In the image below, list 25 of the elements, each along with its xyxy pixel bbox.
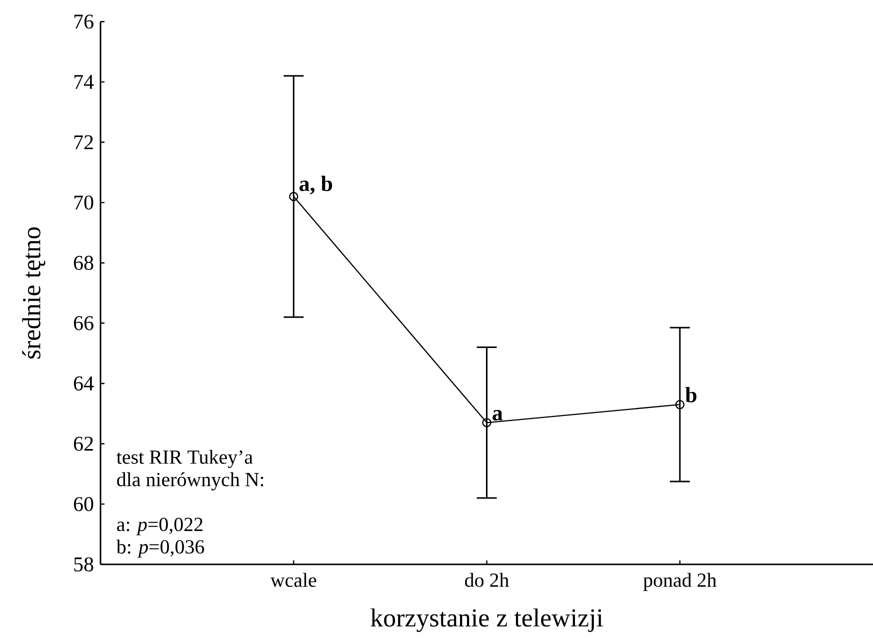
y-tick-label: 76 <box>74 14 94 29</box>
annotation: b <box>685 386 696 402</box>
y-tick-label: 60 <box>74 496 94 512</box>
annotation: a: p=0,022 <box>117 518 202 536</box>
annotation: test RIR Tukey’a <box>116 450 253 468</box>
annotation: a, b <box>300 176 332 194</box>
x-tick-label: do 2h <box>465 572 509 587</box>
y-tick-label: 64 <box>74 376 94 390</box>
annotation: dla nierównych N: <box>117 472 264 490</box>
x-axis-title: korzystanie z telewizji <box>370 608 603 632</box>
x-tick-label: ponad 2h <box>643 572 716 591</box>
y-axis-title: średnie tętno <box>22 227 46 358</box>
y-tick-label: 74 <box>74 74 94 89</box>
y-tick-label: 70 <box>74 195 94 210</box>
annotation: b: p=0,036 <box>116 539 204 558</box>
point <box>482 418 492 428</box>
y-tick-label: 62 <box>74 436 93 451</box>
annotation: a <box>492 410 503 420</box>
y-tick-label: 58 <box>74 557 94 572</box>
y-tick-label: 68 <box>74 256 94 270</box>
point <box>675 400 684 410</box>
x-tick-label: wcale <box>270 572 316 587</box>
y-tick-label: 72 <box>74 135 93 150</box>
y-tick-label: 66 <box>74 316 94 330</box>
point <box>289 192 298 202</box>
